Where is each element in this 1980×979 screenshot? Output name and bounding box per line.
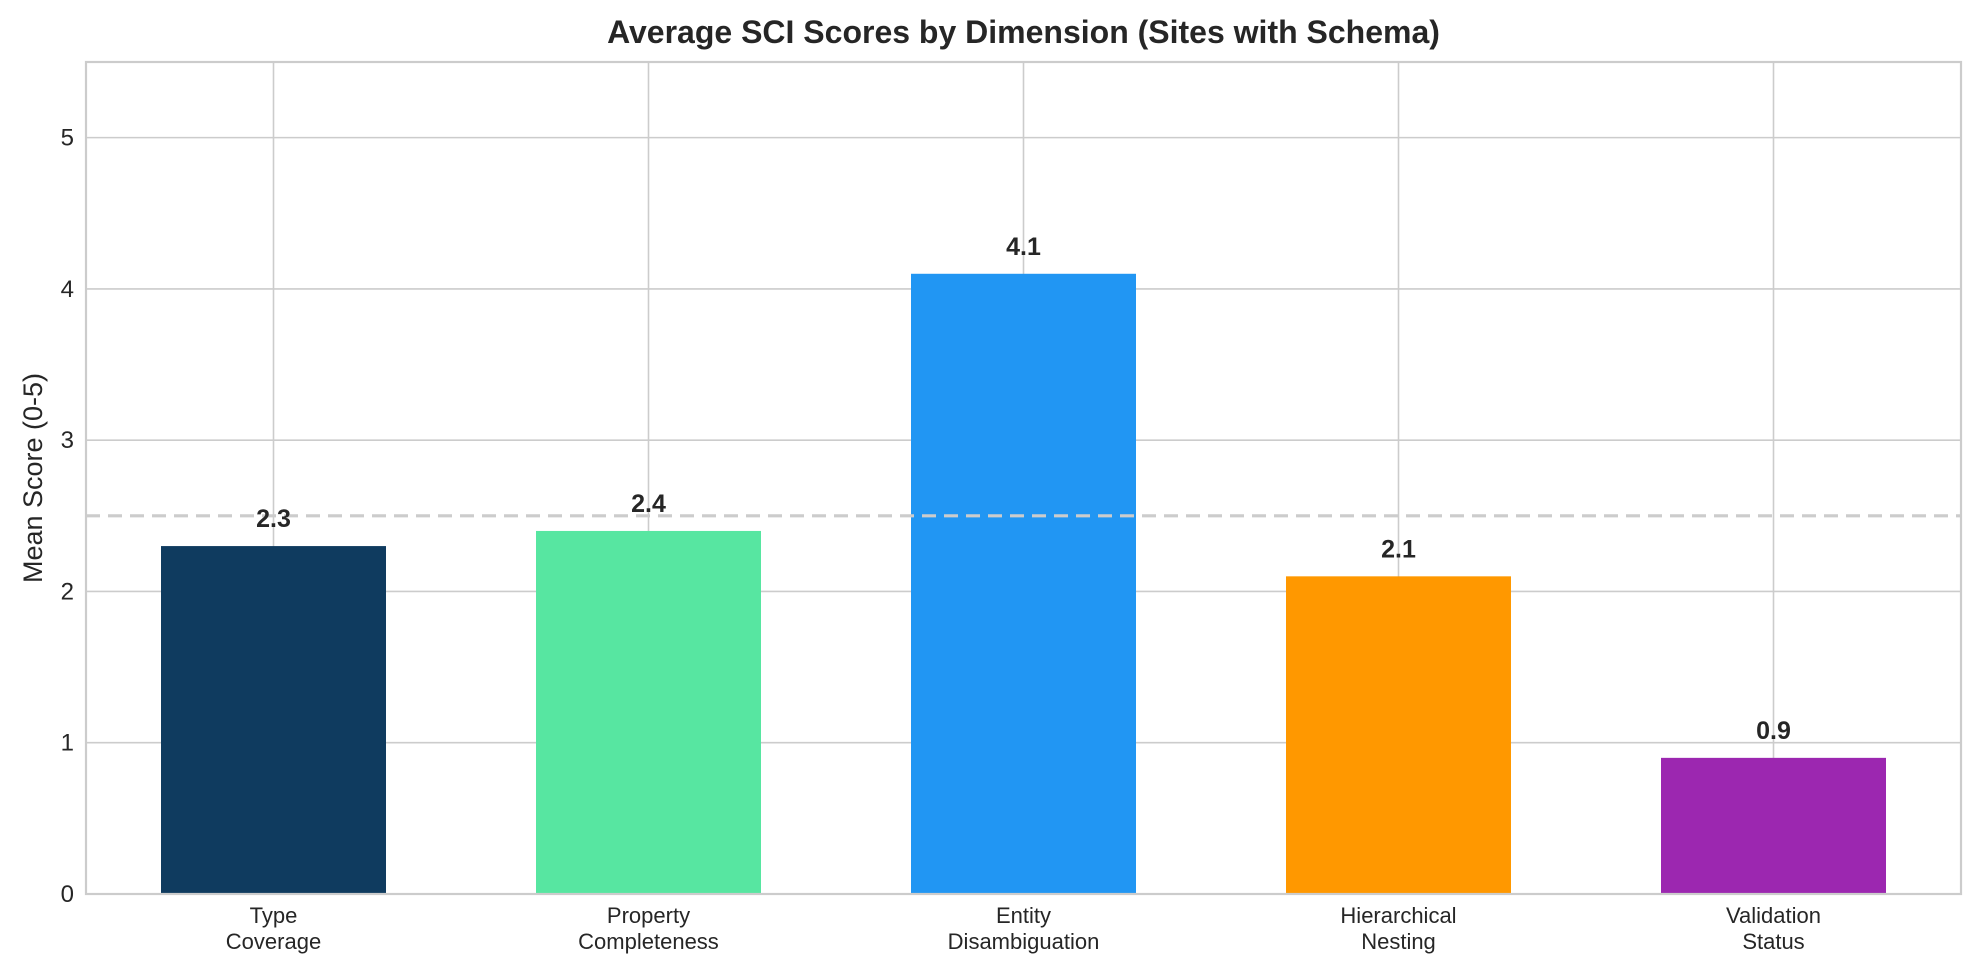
y-tick-label: 0 [61, 881, 74, 908]
bar [1661, 757, 1886, 894]
bar [1286, 576, 1511, 894]
bar-layer [161, 273, 1886, 894]
x-category-label: Validation Status [1726, 903, 1821, 954]
y-tick-label: 3 [61, 427, 74, 454]
x-category-label-line: Validation [1726, 903, 1821, 928]
x-category-label-line: Hierarchical [1340, 903, 1456, 928]
y-tick-label: 5 [61, 125, 74, 152]
bar [911, 273, 1136, 894]
chart-title: Average SCI Scores by Dimension (Sites w… [607, 14, 1440, 50]
bar-value-label: 2.4 [631, 490, 666, 518]
bar-value-label: 4.1 [1006, 233, 1041, 261]
x-category-label-line: Coverage [226, 929, 321, 954]
x-category-label: Property Completeness [578, 903, 719, 954]
y-tick-label: 1 [61, 730, 74, 757]
x-category-label-line: Completeness [578, 929, 719, 954]
x-category-label-line: Status [1742, 929, 1804, 954]
x-category-label-line: Nesting [1361, 929, 1436, 954]
label-layer: 0 1 2 3 4 5 2.3 Type Coverage 2.4 Property Complete… [61, 125, 1821, 954]
x-category-label: Type Coverage [226, 903, 321, 954]
x-category-label: Hierarchical Nesting [1340, 903, 1456, 954]
y-axis-label: Mean Score (0-5) [18, 373, 48, 583]
x-category-label-line: Type [250, 903, 298, 928]
x-category-label-line: Property [607, 903, 690, 928]
x-category-label: Entity Disambiguation [948, 903, 1100, 954]
bar [161, 546, 386, 894]
bar-value-label: 0.9 [1756, 717, 1791, 745]
y-tick-label: 4 [61, 276, 74, 303]
x-category-label-line: Entity [996, 903, 1051, 928]
y-tick-label: 2 [61, 578, 74, 605]
bar-value-label: 2.1 [1381, 535, 1416, 563]
bar-value-label: 2.3 [256, 505, 291, 533]
bar [536, 530, 761, 894]
plot-frame [84, 60, 1963, 896]
x-category-label-line: Disambiguation [948, 929, 1100, 954]
